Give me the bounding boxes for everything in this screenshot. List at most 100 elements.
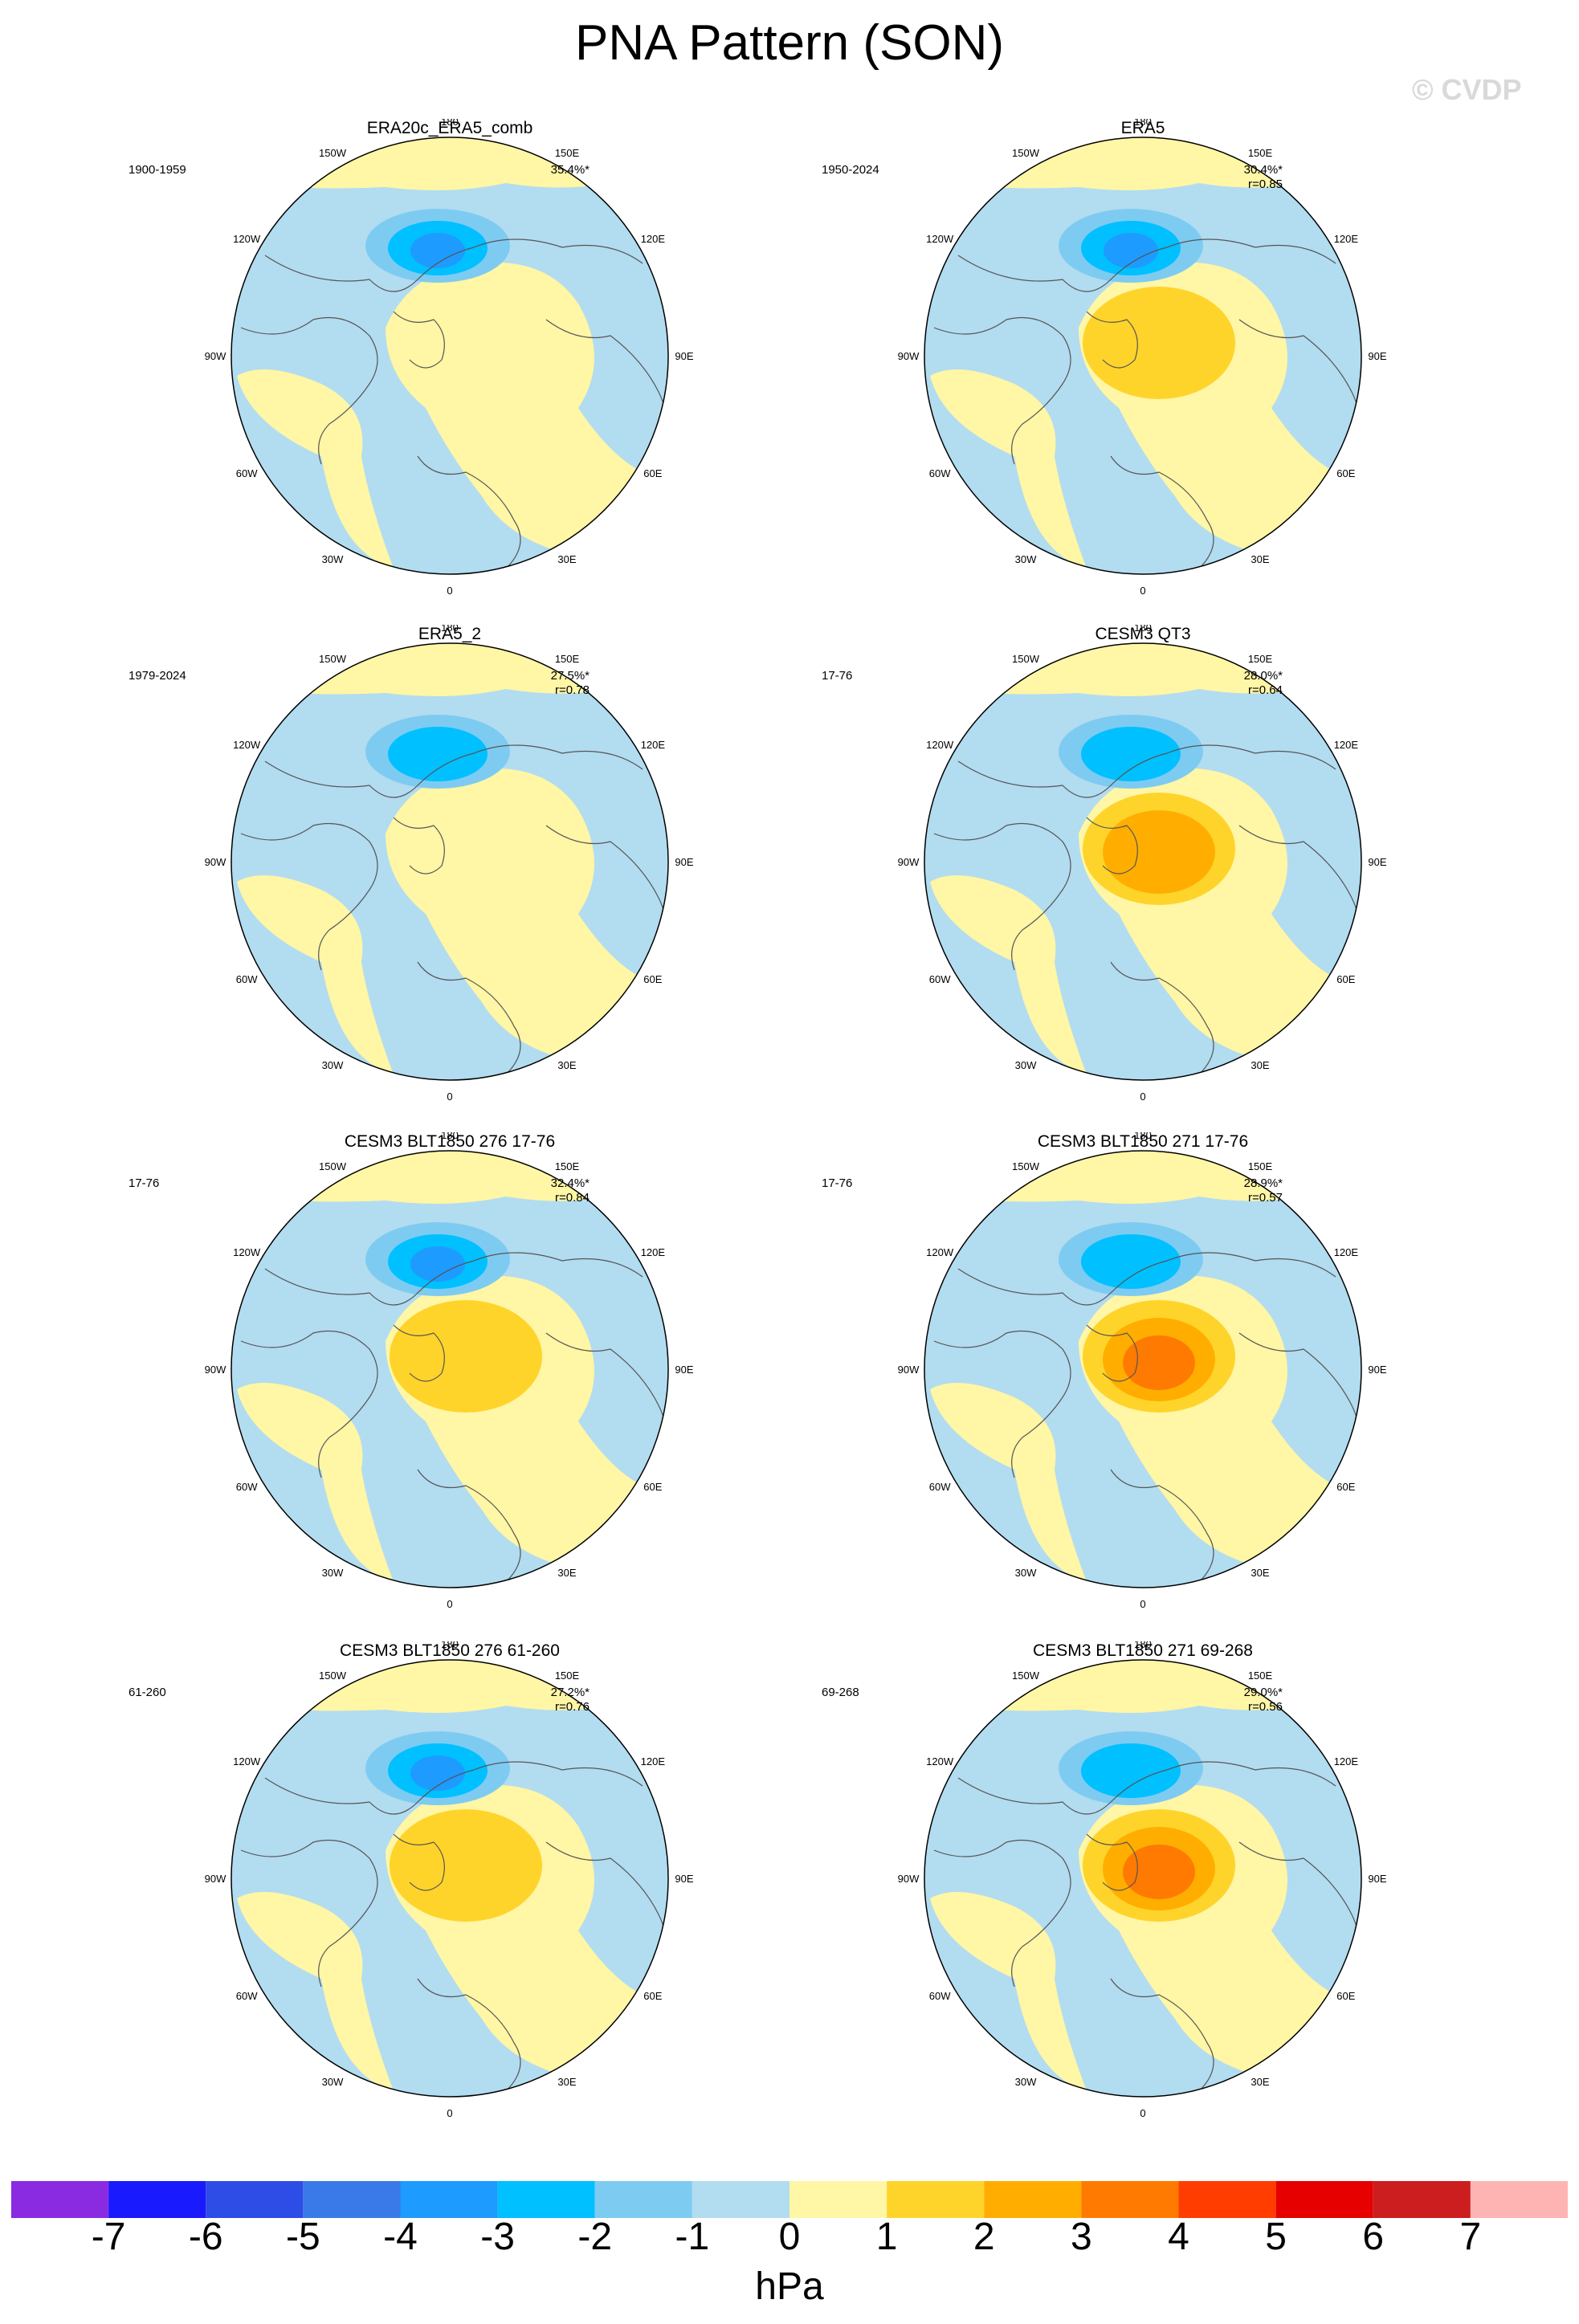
lon-label: 30E [1251, 1567, 1269, 1579]
lon-label: 120E [641, 1755, 666, 1767]
lon-label: 0 [1140, 1091, 1145, 1103]
map-border [924, 1659, 1362, 2098]
polar-map: 180 150E 120E 90E 60E 30E 0 30W 60W 90W 120W 150W [205, 1641, 694, 2119]
lon-label: 60W [929, 1481, 951, 1493]
panel-title: CESM3 BLT1850 276 17-76 [344, 1132, 556, 1151]
coastline [264, 1252, 643, 1306]
colorbar-swatch [497, 2181, 595, 2218]
lon-label: 90W [898, 1364, 920, 1376]
lon-label: 150E [555, 653, 580, 665]
lon-label: 30W [322, 553, 344, 565]
lon-label: 90W [205, 1364, 226, 1376]
lon-label: 150E [555, 1670, 580, 1682]
colorbar-tick-label: 0 [778, 2216, 801, 2258]
colorbar-tick-label: 2 [973, 2216, 995, 2258]
panel-title: ERA5_2 [418, 625, 482, 643]
map-panel: 180 150E 120E 90E 60E 30E 0 30W 60W 90W 120W 150W CE… [129, 1641, 771, 2147]
lon-label: 150E [1248, 1670, 1273, 1682]
panel-correlation: r=0.64 [1248, 683, 1283, 697]
panel-correlation: r=0.56 [1248, 1700, 1283, 1714]
lon-label: 60W [236, 1990, 258, 2002]
field-pos-1 [386, 262, 643, 552]
field-pos-1 [930, 369, 1087, 569]
field-neg-contour [410, 1755, 465, 1791]
coastline [417, 961, 521, 1075]
field-pos-contour [1103, 810, 1215, 894]
coastline [1086, 1324, 1138, 1382]
coastline [393, 1833, 445, 1891]
colorbar [11, 2181, 1568, 2218]
panel-correlation: r=0.57 [1248, 1191, 1283, 1205]
lon-label: 30W [1015, 1567, 1037, 1579]
lon-label: 150E [1248, 1160, 1273, 1172]
lon-label: 30E [1251, 553, 1269, 565]
lon-label: 90E [1368, 350, 1386, 362]
lon-label: 60W [236, 973, 258, 985]
panel-period: 61-260 [129, 1686, 166, 1699]
coastline [1086, 311, 1138, 369]
polar-map: 180 150E 120E 90E 60E 30E 0 30W 60W 90W 120W 150W [898, 119, 1387, 597]
lon-label: 30E [1251, 2076, 1269, 2088]
coastline [417, 1978, 521, 2092]
colorbar-swatch [206, 2181, 304, 2218]
lon-label: 90E [675, 1873, 693, 1885]
lon-label: 30E [1251, 1059, 1269, 1071]
lon-label: 60W [929, 973, 951, 985]
field-neg-contour [1081, 727, 1181, 781]
lon-label: 120E [1334, 1755, 1359, 1767]
lon-label: 150W [319, 1160, 347, 1172]
coastline [1110, 961, 1214, 1075]
coastline [957, 1761, 1336, 1815]
colorbar-tick-label: 4 [1168, 2216, 1189, 2258]
lon-label: 30W [1015, 2076, 1037, 2088]
map-panel: 180 150E 120E 90E 60E 30E 0 30W 60W 90W 120W 150W ER… [129, 625, 771, 1131]
field-pos-1 [930, 1892, 1087, 2091]
colorbar-swatch [692, 2181, 790, 2218]
lon-label: 120E [641, 1246, 666, 1258]
colorbar-tick-label: 6 [1362, 2216, 1385, 2258]
colorbar-tick-label: 1 [875, 2216, 898, 2258]
field-neg-contour [410, 233, 465, 268]
lon-label: 60E [1336, 973, 1355, 985]
lon-label: 180 [1134, 1641, 1152, 1650]
field-neg-contour [1081, 1234, 1181, 1289]
lon-label: 90W [898, 856, 920, 868]
lon-label: 30W [322, 1059, 344, 1071]
field-pos-contour [1123, 1845, 1195, 1899]
lon-label: 150W [1012, 653, 1040, 665]
field-pos-contour [1123, 1335, 1195, 1390]
field-neg-contour [388, 727, 488, 781]
coastline [393, 311, 445, 369]
lon-label: 150E [555, 1160, 580, 1172]
lon-label: 90W [205, 1873, 226, 1885]
polar-map: 180 150E 120E 90E 60E 30E 0 30W 60W 90W 120W 150W [898, 1641, 1387, 2119]
map-border [924, 1150, 1362, 1588]
lon-label: 30W [322, 2076, 344, 2088]
lon-label: 120W [926, 1246, 954, 1258]
colorbar-tick-label: -5 [286, 2216, 320, 2258]
field-pos-1 [237, 369, 394, 569]
lon-label: 30W [1015, 553, 1037, 565]
lon-label: 60E [643, 467, 662, 479]
lon-label: 0 [1140, 1598, 1145, 1610]
lon-label: 30E [557, 553, 576, 565]
lon-label: 120W [926, 233, 954, 245]
colorbar-swatch [108, 2181, 206, 2218]
lon-label: 120W [233, 233, 261, 245]
lon-label: 30W [322, 1567, 344, 1579]
panel-variance: 27.2%* [550, 1686, 590, 1699]
colorbar-swatch [1178, 2181, 1276, 2218]
coastline [417, 455, 521, 569]
map-border [231, 137, 669, 575]
lon-label: 150W [319, 653, 347, 665]
panel-variance: 29.0%* [1243, 1686, 1283, 1699]
colorbar-tick-label: -3 [480, 2216, 515, 2258]
lon-label: 120W [233, 1755, 261, 1767]
map-border [924, 137, 1362, 575]
colorbar-tick-label: -7 [91, 2216, 126, 2258]
field-pos-1 [930, 1383, 1087, 1582]
field-neg-contour [1081, 1743, 1181, 1798]
lon-label: 30W [1015, 1059, 1037, 1071]
panel-period: 1950-2024 [822, 163, 879, 177]
panel-period: 1900-1959 [129, 163, 186, 177]
